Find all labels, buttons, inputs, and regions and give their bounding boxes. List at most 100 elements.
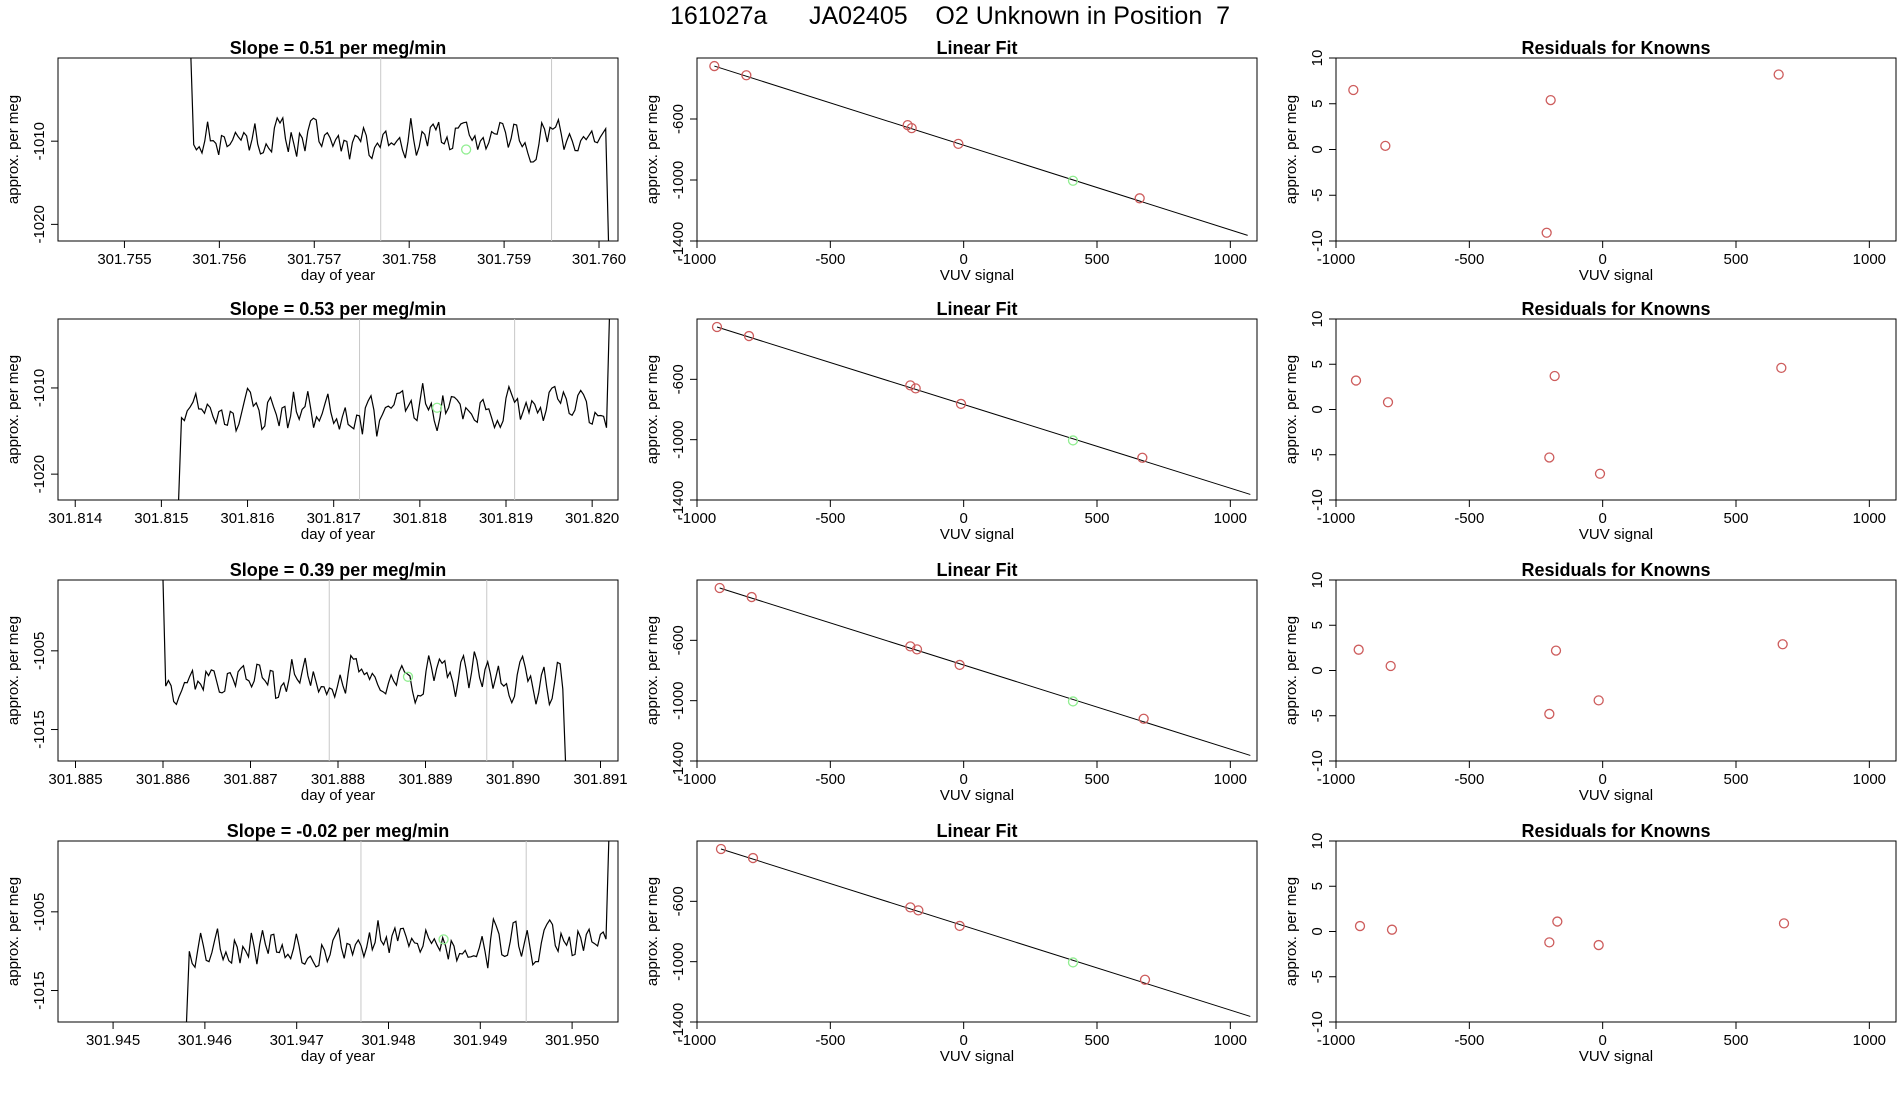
y-tick-label: -600 bbox=[670, 364, 687, 394]
y-tick-label: -1005 bbox=[31, 893, 48, 931]
unknown-point bbox=[431, 402, 443, 413]
x-tick-label: 301.814 bbox=[48, 510, 102, 527]
plot-area bbox=[1350, 362, 1787, 479]
y-tick-label: 10 bbox=[1309, 311, 1326, 328]
y-tick-label: -1020 bbox=[31, 205, 48, 243]
x-tick-label: 301.891 bbox=[573, 771, 627, 788]
chart-title: Linear Fit bbox=[936, 560, 1017, 580]
x-axis-label: VUV signal bbox=[1579, 1048, 1653, 1065]
x-tick-label: -500 bbox=[815, 771, 845, 788]
plot-area bbox=[162, 580, 567, 761]
known-point bbox=[1139, 974, 1151, 985]
x-tick-label: 301.950 bbox=[545, 1032, 599, 1049]
x-tick-label: 301.945 bbox=[86, 1032, 140, 1049]
known-point bbox=[743, 330, 755, 342]
y-tick-label: -1015 bbox=[31, 971, 48, 1009]
y-tick-label: 10 bbox=[1309, 572, 1326, 589]
x-axis-label: day of year bbox=[301, 526, 375, 543]
x-tick-label: 301.760 bbox=[572, 251, 626, 268]
unknown-point bbox=[1067, 957, 1079, 968]
known-point bbox=[741, 70, 752, 81]
unknown-point bbox=[1067, 435, 1079, 446]
x-tick-label: 1000 bbox=[1853, 771, 1886, 788]
residual-point bbox=[1550, 645, 1562, 656]
y-tick-label: -1400 bbox=[670, 742, 687, 780]
y-axis-label: approx. per meg bbox=[1283, 877, 1300, 986]
residual-point bbox=[1544, 452, 1555, 463]
chart-title: Residuals for Knowns bbox=[1521, 560, 1710, 580]
x-axis-label: day of year bbox=[301, 1048, 375, 1065]
y-tick-label: -1005 bbox=[31, 632, 48, 670]
x-tick-label: 500 bbox=[1723, 251, 1748, 268]
panel-fit-row-1: Linear Fit-1000 -500 0 500 1000-600-1000-140… bbox=[644, 38, 1258, 284]
y-tick-label: -5 bbox=[1309, 189, 1326, 202]
plot-area bbox=[1348, 69, 1784, 238]
y-axis-label: approx. per meg bbox=[644, 616, 661, 725]
x-tick-label: 1000 bbox=[1214, 510, 1247, 527]
x-tick-label: 0 bbox=[1598, 771, 1606, 788]
y-tick-label: -10 bbox=[1309, 750, 1326, 772]
y-tick-label: -10 bbox=[1309, 1011, 1326, 1033]
y-tick-label: -1400 bbox=[670, 1003, 687, 1041]
y-axis-label: approx. per meg bbox=[1283, 616, 1300, 725]
page-title: 161027a JA02405 O2 Unknown in Position 7 bbox=[669, 2, 1231, 30]
x-tick-label: 301.949 bbox=[453, 1032, 507, 1049]
y-tick-label: -600 bbox=[670, 886, 687, 916]
x-tick-label: 0 bbox=[959, 251, 967, 268]
x-axis-label: VUV signal bbox=[1579, 267, 1653, 284]
x-tick-label: 301.759 bbox=[477, 251, 531, 268]
y-tick-label: 5 bbox=[1309, 882, 1326, 890]
unknown-point bbox=[402, 671, 414, 682]
y-tick-label: -5 bbox=[1309, 448, 1326, 461]
x-tick-label: -1000 bbox=[1317, 1032, 1355, 1049]
x-tick-label: 301.946 bbox=[178, 1032, 232, 1049]
x-tick-label: 500 bbox=[1723, 510, 1748, 527]
y-tick-label: -1000 bbox=[670, 161, 687, 199]
x-tick-label: 1000 bbox=[1214, 251, 1247, 268]
fit-line bbox=[716, 326, 1251, 495]
residual-point bbox=[1380, 140, 1391, 151]
x-tick-label: 1000 bbox=[1214, 771, 1247, 788]
y-axis-label: approx. per meg bbox=[5, 877, 22, 986]
x-tick-label: 0 bbox=[959, 771, 967, 788]
residual-point bbox=[1773, 69, 1784, 80]
x-tick-label: 1000 bbox=[1853, 251, 1886, 268]
y-tick-label: -10 bbox=[1309, 230, 1326, 252]
panel-timeseries-row-2: Slope = 0.53 per meg/min 301.814 301.815 30… bbox=[5, 299, 619, 543]
x-tick-label: 500 bbox=[1084, 510, 1109, 527]
x-tick-label: 301.758 bbox=[382, 251, 436, 268]
plot-frame bbox=[57, 840, 619, 1023]
y-axis-label: approx. per meg bbox=[5, 355, 22, 464]
y-tick-label: -5 bbox=[1309, 709, 1326, 722]
plot-area bbox=[709, 60, 1248, 236]
trace-line bbox=[178, 319, 610, 500]
panel-fit-row-4: Linear Fit-1000 -500 0 500 1000-600-1000-140… bbox=[644, 821, 1258, 1065]
panel-residuals-row-2: Residuals for Knowns -1000 -500 0 500 1000 10 5… bbox=[1283, 299, 1897, 543]
y-axis-label: approx. per meg bbox=[5, 616, 22, 725]
x-tick-label: 301.887 bbox=[223, 771, 277, 788]
plot-frame bbox=[57, 318, 619, 501]
y-tick-label: 0 bbox=[1309, 927, 1326, 935]
trace-line bbox=[185, 841, 610, 1022]
x-tick-label: -1000 bbox=[678, 510, 716, 527]
x-axis-label: VUV signal bbox=[940, 267, 1014, 284]
x-tick-label: 301.756 bbox=[192, 251, 246, 268]
y-axis-label: approx. per meg bbox=[1283, 355, 1300, 464]
residual-point bbox=[1776, 362, 1787, 374]
residual-point bbox=[1348, 84, 1359, 96]
chart-title: Slope = 0.53 per meg/min bbox=[230, 299, 447, 319]
chart-title: Slope = 0.39 per meg/min bbox=[230, 560, 447, 580]
residual-point bbox=[1382, 397, 1394, 408]
x-tick-label: 301.885 bbox=[48, 771, 102, 788]
x-tick-label: 0 bbox=[1598, 510, 1606, 527]
x-axis-label: VUV signal bbox=[940, 787, 1014, 804]
x-tick-label: 1000 bbox=[1214, 1032, 1247, 1049]
chart-title: Linear Fit bbox=[936, 38, 1017, 58]
chart-title: Residuals for Knowns bbox=[1521, 299, 1710, 319]
known-point bbox=[955, 398, 967, 410]
x-tick-label: 500 bbox=[1084, 1032, 1109, 1049]
plot-area bbox=[1354, 916, 1790, 951]
residual-point bbox=[1386, 924, 1398, 935]
y-tick-label: -1010 bbox=[31, 122, 48, 160]
x-tick-label: 0 bbox=[1598, 251, 1606, 268]
